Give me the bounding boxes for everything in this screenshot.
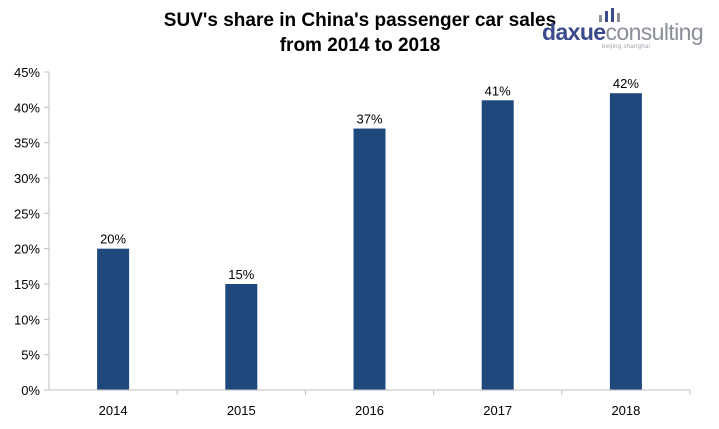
bar-2017	[481, 100, 514, 391]
bar-chart-icon	[599, 8, 620, 22]
x-tick-label-2018: 2018	[611, 403, 640, 418]
data-label-2016: 37%	[356, 112, 382, 127]
bar-2018	[609, 93, 642, 390]
bars: 20% 15% 37% 41% 42%	[97, 76, 642, 391]
logo-brand-part-2: consulting	[605, 19, 704, 45]
y-tick-label: 0%	[21, 383, 40, 398]
chart-title-line-1: SUV's share in China's passenger car sal…	[163, 10, 557, 31]
y-tick-label: 30%	[14, 171, 40, 186]
y-tick-label: 15%	[14, 277, 40, 292]
y-tick-label: 5%	[21, 348, 40, 363]
y-tick-label: 40%	[14, 100, 40, 115]
bar-2015	[225, 284, 258, 390]
logo-wordmark: daxueconsulting	[542, 19, 704, 45]
bar-2014	[97, 248, 130, 390]
data-label-2017: 41%	[485, 83, 511, 98]
x-tick-label-2017: 2017	[483, 403, 512, 418]
y-tick-label: 45%	[14, 65, 40, 80]
brand-logo: daxueconsulting beijing shanghai	[542, 6, 712, 54]
y-tick-label: 25%	[14, 206, 40, 221]
chart-title: SUV's share in China's passenger car sal…	[150, 8, 570, 58]
chart-title-line-2: from 2014 to 2018	[279, 35, 441, 56]
logo-tagline: beijing shanghai	[602, 44, 651, 50]
x-tick-label-2016: 2016	[355, 403, 384, 418]
data-label-2018: 42%	[613, 76, 639, 91]
y-tick-label: 10%	[14, 312, 40, 327]
data-label-2014: 20%	[100, 232, 126, 247]
y-tick-label: 35%	[14, 136, 40, 151]
x-tick-label-2015: 2015	[227, 403, 256, 418]
x-axis: 2014 2015 2016 2017 2018	[49, 389, 691, 418]
x-tick-label-2014: 2014	[99, 403, 128, 418]
data-label-2015: 15%	[228, 267, 254, 282]
logo-brand-part-1: daxue	[542, 19, 606, 45]
bar-2016	[353, 128, 386, 391]
y-axis: 0% 5% 10% 15% 20% 25% 30% 35% 40% 45%	[14, 65, 50, 398]
y-tick-label: 20%	[14, 242, 40, 257]
